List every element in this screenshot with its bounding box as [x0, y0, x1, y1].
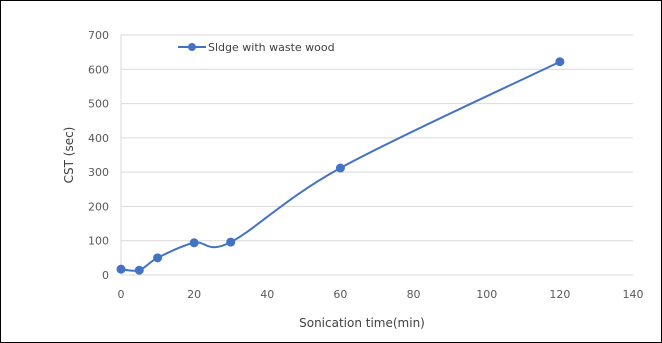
data-point [153, 253, 163, 263]
legend: Sldge with waste wood [178, 41, 335, 54]
data-point [189, 238, 199, 248]
y-tick-label: 0 [102, 269, 109, 282]
legend-label: Sldge with waste wood [208, 41, 335, 54]
x-tick-label: 120 [549, 288, 570, 301]
x-tick-label: 0 [118, 288, 125, 301]
y-axis-title: CST (sec) [62, 127, 76, 184]
y-tick-label: 700 [88, 29, 109, 42]
x-tick-label: 20 [187, 288, 201, 301]
x-tick-label: 40 [260, 288, 274, 301]
y-tick-label: 400 [88, 132, 109, 145]
x-tick-label: 60 [333, 288, 347, 301]
data-point [555, 57, 565, 67]
gridlines [121, 34, 633, 242]
y-tick-label: 300 [88, 166, 109, 179]
data-point [116, 264, 126, 274]
axes: 0 100 200 300 400 500 600 700 0 20 40 60 80 100 120 140 [88, 29, 644, 301]
data-point [134, 265, 144, 275]
x-tick-label: 140 [623, 288, 644, 301]
series-layer [116, 57, 565, 275]
data-point [226, 237, 236, 247]
x-axis-title: Sonication time(min) [299, 316, 425, 330]
y-tick-label: 600 [88, 63, 109, 76]
data-point [335, 163, 345, 173]
x-tick-label: 80 [407, 288, 421, 301]
y-tick-label: 500 [88, 98, 109, 111]
y-tick-label: 200 [88, 200, 109, 213]
y-tick-label: 100 [88, 235, 109, 248]
legend-marker [188, 43, 196, 51]
x-tick-label: 100 [476, 288, 497, 301]
